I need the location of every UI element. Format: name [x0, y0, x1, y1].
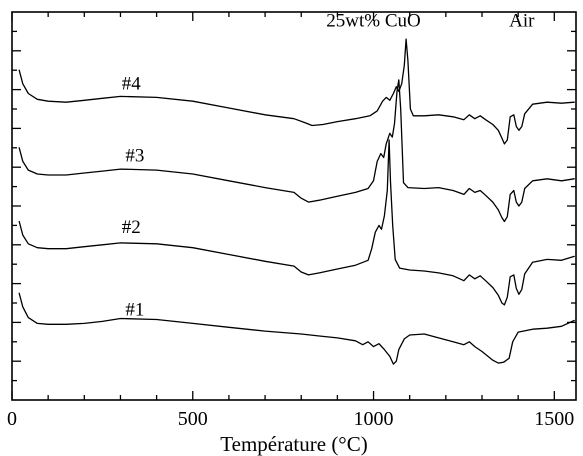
plot-frame [11, 11, 577, 401]
series-labels: #4 #3 #2 #1 [122, 74, 145, 321]
x-tick-labels: 0 500 1000 1500 [7, 408, 574, 430]
series-label: #1 [125, 300, 144, 321]
axis-ticks [11, 12, 576, 400]
annotation-label: 25wt% CuO [326, 11, 420, 32]
x-tick-label: 1500 [534, 408, 574, 430]
chart-annotations: 25wt% CuO Air [326, 11, 535, 32]
x-axis-title: Température (°C) [220, 432, 367, 456]
x-tick-label: 1000 [354, 408, 394, 430]
series-label: #3 [125, 145, 144, 166]
series-line [18, 139, 575, 306]
series-traces [18, 38, 575, 365]
series-label: #4 [122, 74, 142, 95]
series-label: #2 [122, 217, 141, 238]
series-line [18, 292, 575, 365]
annotation-label: Air [509, 11, 535, 32]
x-tick-label: 0 [7, 408, 17, 430]
series-line [18, 79, 575, 223]
x-tick-label: 500 [178, 408, 208, 430]
series-line [18, 38, 575, 145]
